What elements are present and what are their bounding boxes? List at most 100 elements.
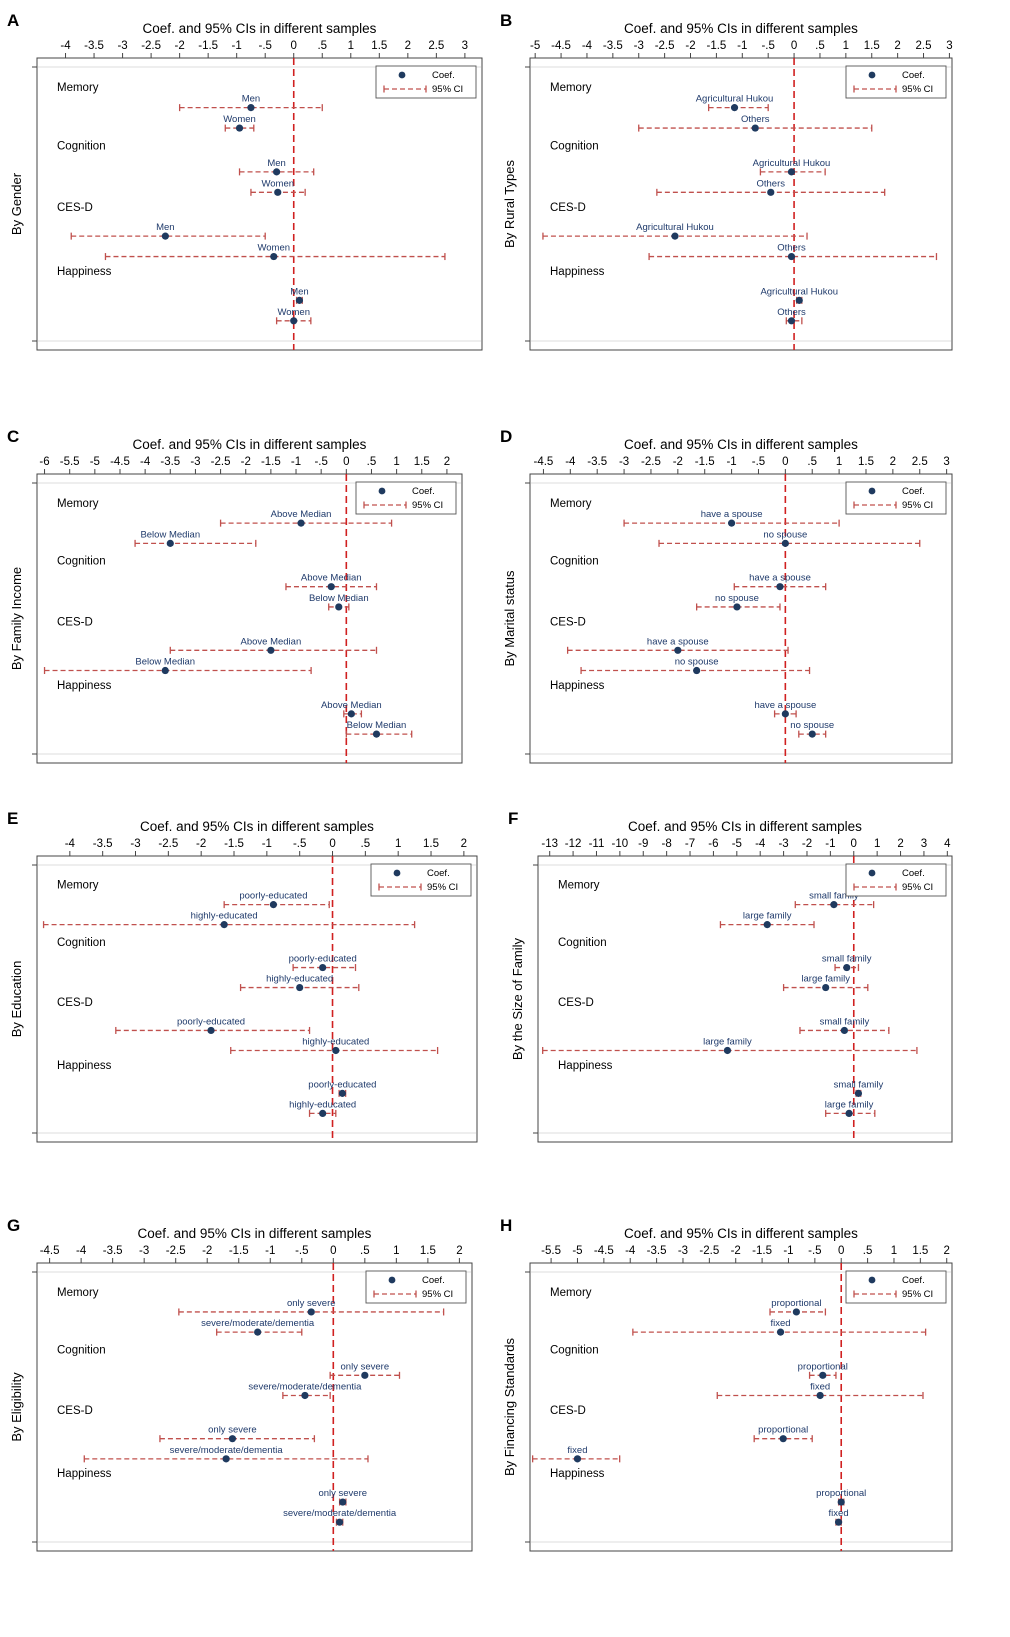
- y-axis-label: By the Size of Family: [510, 937, 525, 1060]
- point-label: Below Median: [347, 720, 407, 731]
- coef-point: [319, 1109, 327, 1117]
- x-tick-label: 0: [329, 838, 335, 850]
- x-tick-label: 2: [461, 838, 467, 850]
- point-label: Men: [290, 286, 308, 297]
- legend: Coef. 95% CI: [845, 481, 947, 515]
- coef-point: [733, 603, 741, 611]
- coef-point: [727, 519, 736, 527]
- x-tick-label: -1.5: [198, 40, 218, 52]
- x-tick-label: -2: [685, 40, 695, 52]
- coef-point: [854, 1089, 863, 1097]
- point-label: poorly-educated: [177, 1016, 245, 1027]
- coef-point: [837, 1498, 845, 1506]
- x-tick-label: -4: [76, 1245, 87, 1257]
- x-tick-label: -3.5: [84, 40, 104, 52]
- x-tick-label: -3.5: [603, 40, 623, 52]
- x-tick-label: 2: [405, 40, 411, 52]
- x-tick-label: 3: [462, 40, 468, 52]
- x-tick-label: 1.5: [414, 456, 430, 468]
- x-tick-label: -.5: [761, 40, 774, 52]
- x-tick-label: -2.5: [141, 40, 161, 52]
- coef-point: [840, 1026, 849, 1035]
- coef-point: [834, 1518, 843, 1526]
- coef-point: [335, 603, 343, 611]
- legend-coef-marker: [868, 71, 876, 79]
- outcome-label: Memory: [57, 82, 99, 94]
- coef-point: [296, 983, 304, 992]
- panel-c: C Coef. and 95% CIs in different samples-…: [7, 427, 463, 764]
- point-label: only severe: [208, 1425, 257, 1436]
- panel-f: F Coef. and 95% CIs in different samples -…: [508, 809, 953, 1143]
- coef-point: [347, 710, 355, 718]
- point-label: no spouse: [675, 657, 719, 668]
- legend: Coef. 95% CI: [355, 481, 457, 515]
- panel-letter: B: [500, 11, 512, 30]
- x-tick-label: -3.5: [647, 1245, 667, 1257]
- x-tick-label: 3: [943, 456, 949, 468]
- point-label: fixed: [829, 1508, 849, 1519]
- point-label: Men: [156, 222, 174, 233]
- point-label: poorly-educated: [308, 1079, 376, 1090]
- x-tick-label: 0: [838, 1245, 844, 1257]
- point-label: Women: [257, 243, 290, 254]
- x-tick-label: 1: [843, 40, 849, 52]
- coef-point: [573, 1455, 582, 1463]
- point-label: proportional: [771, 1298, 821, 1309]
- x-tick-label: -1: [291, 456, 301, 468]
- legend-coef-label: Coef.: [902, 1275, 925, 1286]
- point-label: Below Median: [309, 593, 369, 604]
- x-tick-label: 1: [348, 40, 354, 52]
- coef-point: [795, 296, 803, 304]
- point-label: large family: [743, 911, 792, 922]
- x-tick-label: -4: [582, 40, 593, 52]
- outcome-label: Memory: [558, 880, 600, 892]
- x-tick-label: -5: [90, 456, 100, 468]
- x-tick-label: -3: [778, 838, 788, 850]
- x-tick-label: 2: [897, 838, 903, 850]
- coef-point: [787, 252, 796, 261]
- chart-title: Coef. and 95% CIs in different samples: [140, 819, 374, 834]
- x-tick-label: 0: [343, 456, 349, 468]
- coef-point: [301, 1391, 309, 1400]
- legend-coef-marker: [388, 1276, 396, 1284]
- point-label: have a spouse: [647, 636, 709, 647]
- coef-point: [228, 1435, 237, 1443]
- x-tick-label: -1.5: [224, 838, 244, 850]
- coef-point: [270, 252, 278, 261]
- x-tick-label: -2: [731, 1245, 741, 1257]
- x-tick-label: -3.5: [93, 838, 113, 850]
- legend-coef-label: Coef.: [427, 868, 450, 879]
- point-label: Men: [242, 94, 260, 105]
- x-tick-label: 2.5: [912, 456, 928, 468]
- chart-title: Coef. and 95% CIs in different samples: [143, 21, 377, 36]
- x-tick-label: -3: [130, 838, 140, 850]
- outcome-label: Happiness: [550, 1468, 605, 1480]
- coef-point: [274, 188, 282, 196]
- chart-title: Coef. and 95% CIs in different samples: [624, 21, 858, 36]
- legend-coef-marker: [398, 71, 406, 79]
- outcome-label: Cognition: [550, 556, 599, 568]
- x-tick-label: -4: [565, 456, 576, 468]
- outcome-label: Memory: [550, 82, 592, 94]
- x-tick-label: 1: [836, 456, 842, 468]
- x-tick-label: -11: [589, 838, 605, 850]
- point-label: Women: [223, 114, 256, 125]
- x-tick-label: -2: [175, 40, 185, 52]
- x-tick-label: -5.5: [60, 456, 80, 468]
- legend-coef-marker: [868, 487, 876, 495]
- chart-title: Coef. and 95% CIs in different samples: [138, 1226, 372, 1241]
- point-label: have a spouse: [701, 509, 763, 520]
- x-tick-label: -2.5: [699, 1245, 719, 1257]
- coef-point: [267, 646, 275, 654]
- x-tick-label: .5: [807, 456, 817, 468]
- panel-g: G Coef. and 95% CIs in different samples -…: [7, 1216, 473, 1552]
- x-tick-label: .5: [317, 40, 327, 52]
- x-tick-label: -4: [755, 838, 766, 850]
- point-label: Women: [261, 178, 294, 189]
- x-tick-label: -3: [678, 1245, 688, 1257]
- outcome-label: Cognition: [550, 141, 599, 153]
- outcome-label: Happiness: [57, 1468, 112, 1480]
- x-tick-label: -1.5: [229, 1245, 249, 1257]
- x-tick-label: 2.5: [916, 40, 932, 52]
- coef-point: [767, 188, 775, 196]
